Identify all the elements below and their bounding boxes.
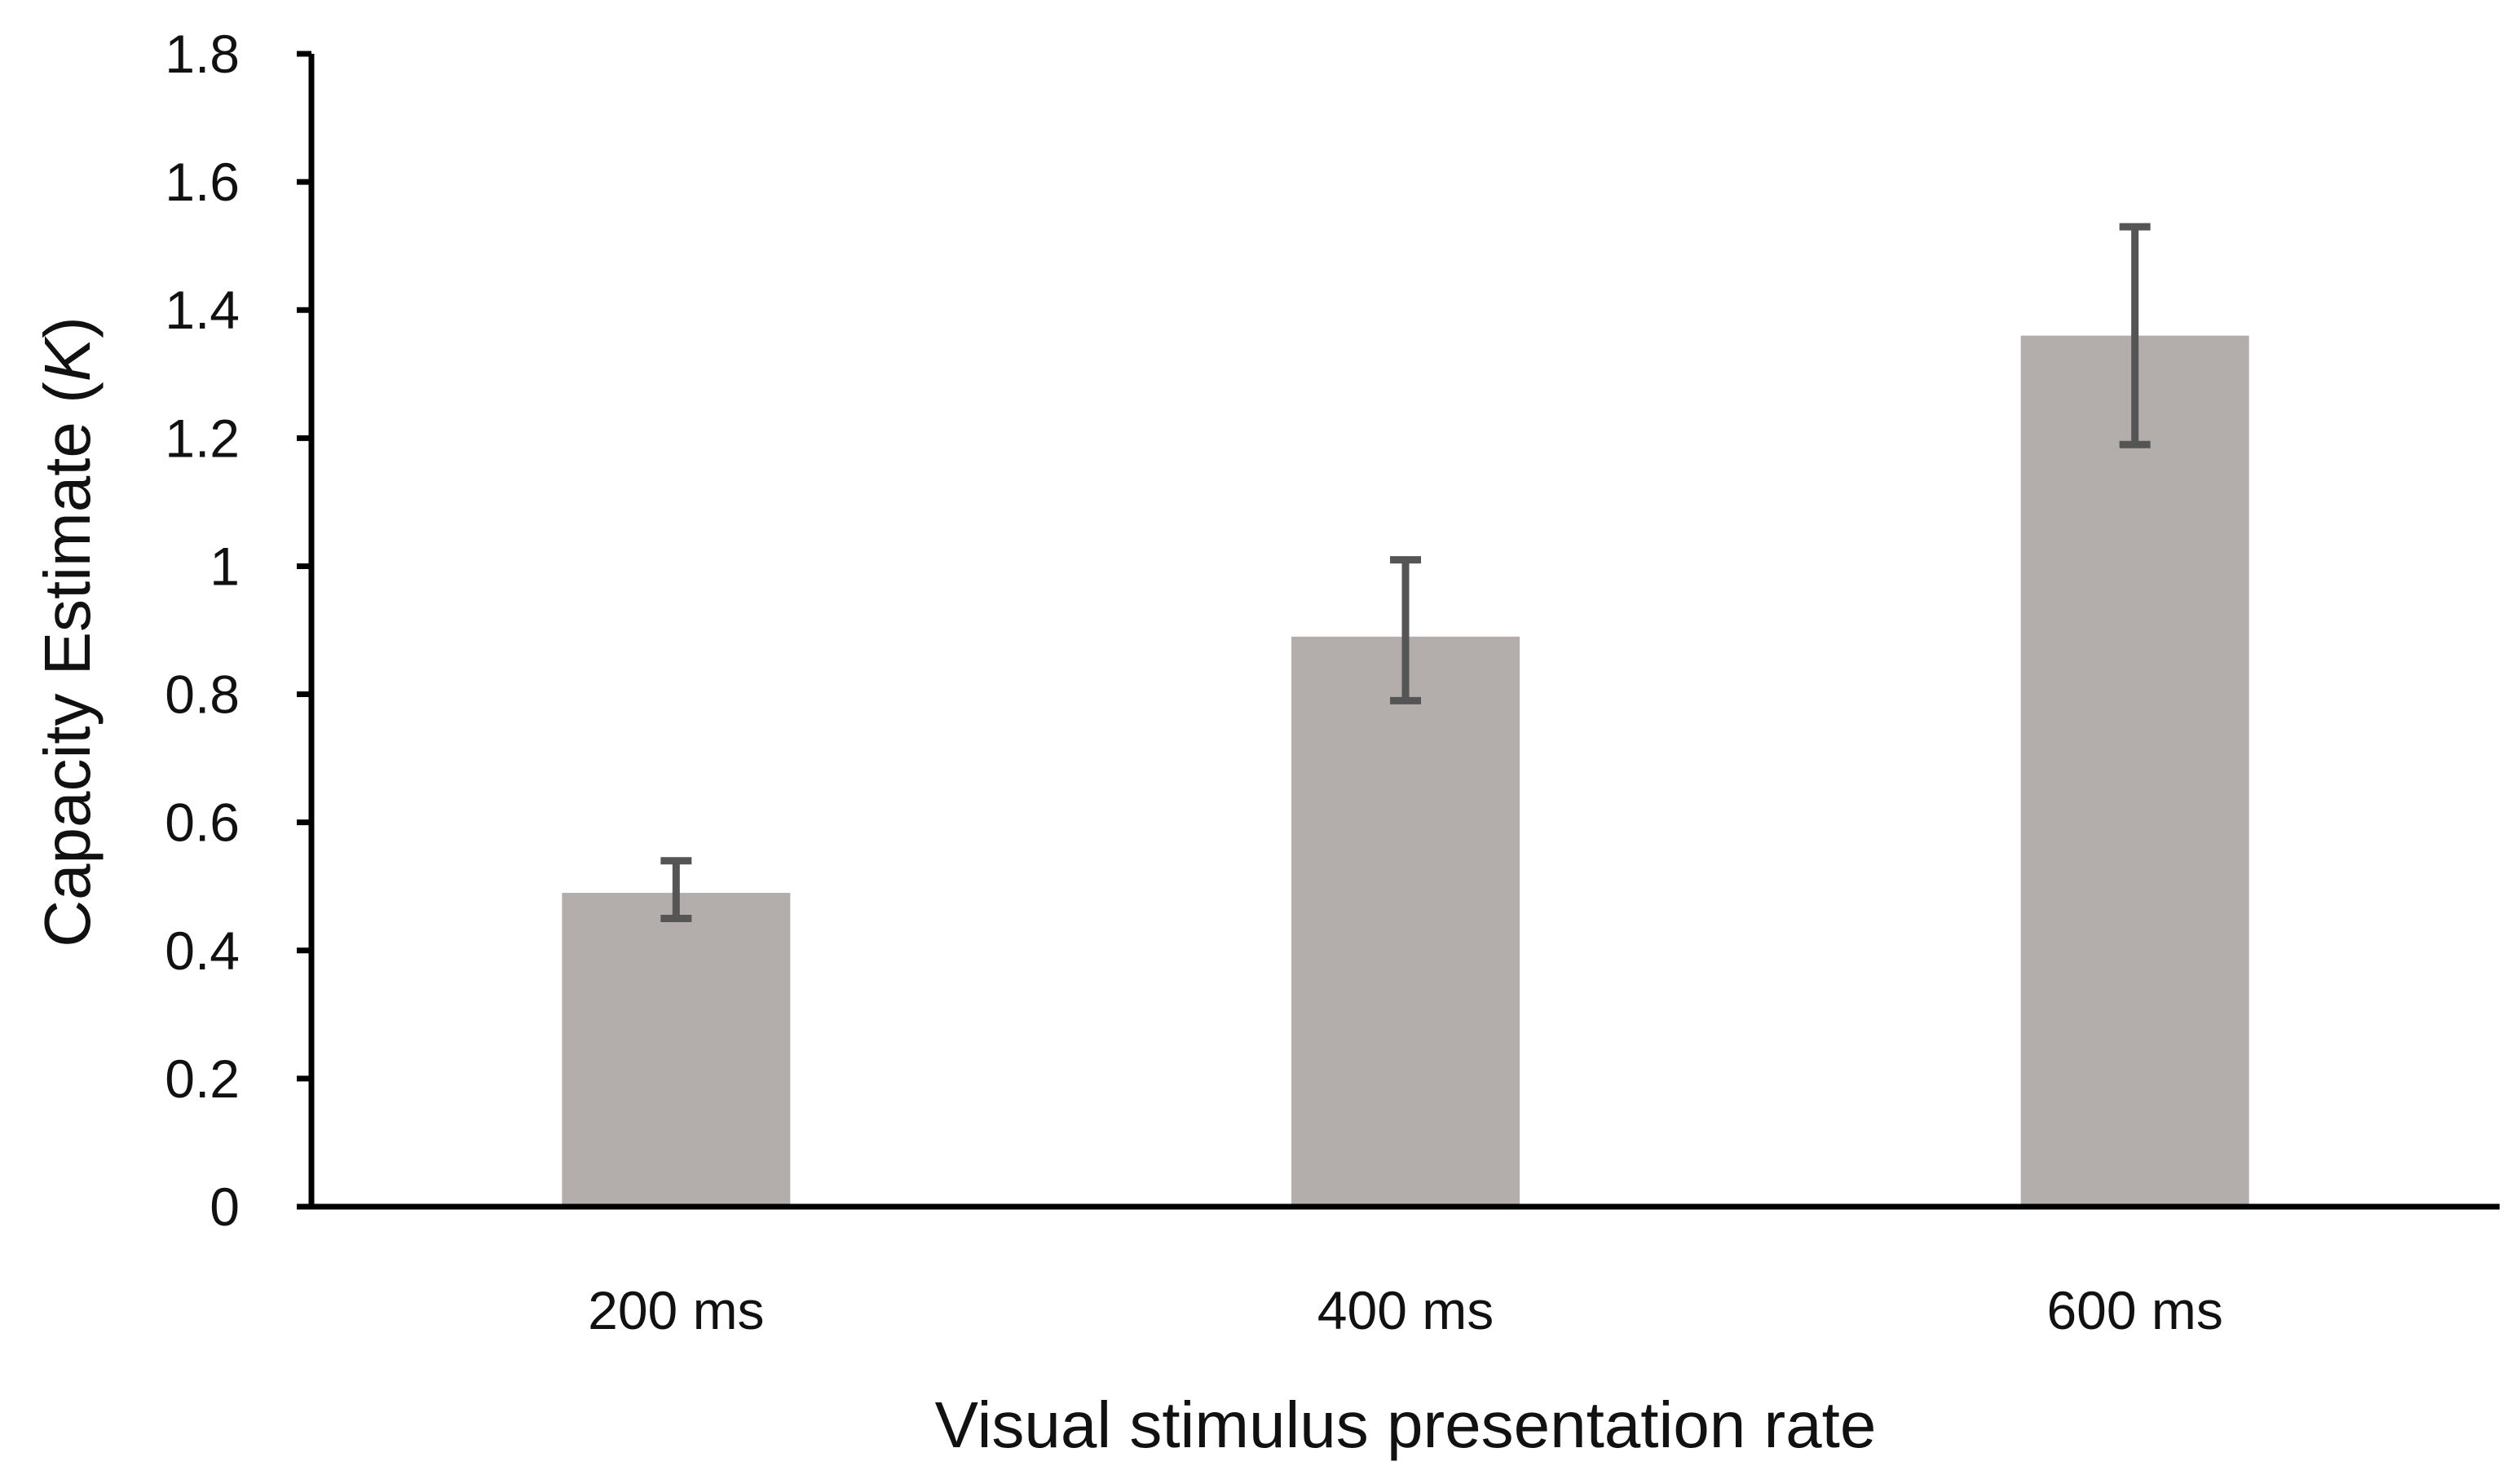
y-tick-label: 1.4 [165, 280, 240, 340]
y-tick-label: 1.8 [165, 24, 240, 84]
y-tick-label: 0.2 [165, 1049, 240, 1109]
error-bars-group [660, 223, 2151, 922]
y-tick-label: 1.2 [165, 408, 240, 468]
x-tick-label: 600 ms [2046, 1280, 2222, 1340]
error-bar [660, 857, 692, 922]
y-tick-label: 1.6 [165, 152, 240, 212]
y-tick-label: 0.4 [165, 921, 240, 981]
y-axis-title-main: Capacity Estimate ( [31, 382, 104, 947]
x-axis-title: Visual stimulus presentation rate [935, 1388, 1877, 1461]
y-axis-title: Capacity Estimate (K) [31, 316, 104, 947]
error-bar [1390, 556, 1421, 704]
x-tick-label: 200 ms [588, 1280, 764, 1340]
bar-200-ms [562, 893, 791, 1207]
x-tick-labels-group: 200 ms 400 ms 600 ms [588, 1280, 2223, 1340]
error-bar [2119, 223, 2151, 448]
y-tick-label: 0 [210, 1177, 240, 1237]
y-ticks-group: 0 0.2 0.4 0.6 0.8 1 1.2 1.4 1.6 1.8 [165, 24, 311, 1237]
y-axis-title-end: ) [31, 316, 104, 338]
y-axis-title-variable: K [31, 335, 104, 382]
y-tick-label: 1 [210, 536, 240, 596]
bar-600-ms [2020, 335, 2249, 1207]
bars-group [562, 335, 2249, 1207]
y-tick-label: 0.6 [165, 792, 240, 853]
bar-400-ms [1291, 636, 1520, 1207]
y-tick-label: 0.8 [165, 664, 240, 725]
x-tick-label: 400 ms [1317, 1280, 1494, 1340]
